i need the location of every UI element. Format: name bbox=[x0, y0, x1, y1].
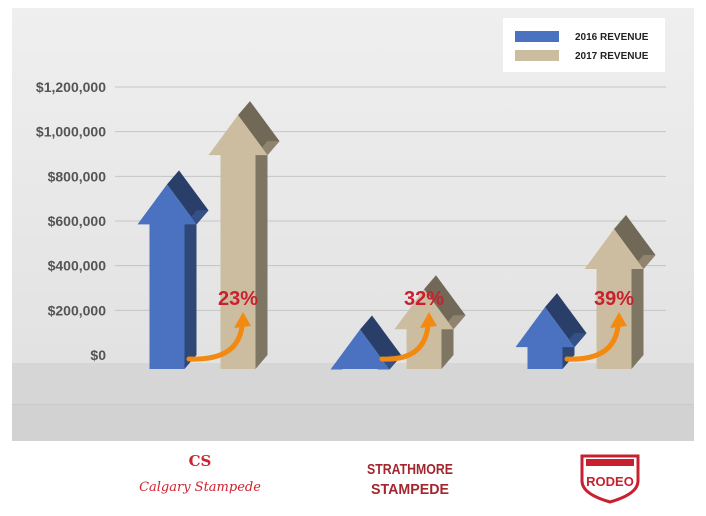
growth-label: 39% bbox=[594, 288, 634, 310]
y-tick-label: $0 bbox=[90, 347, 106, 363]
legend-label-2017: 2017 REVENUE bbox=[575, 51, 649, 62]
bar-arrow-2017-front bbox=[584, 229, 644, 369]
floor-lower bbox=[12, 405, 694, 441]
legend: 2016 REVENUE 2017 REVENUE bbox=[503, 18, 665, 72]
growth-label: 32% bbox=[404, 288, 444, 310]
growth-arrow-icon bbox=[564, 323, 621, 362]
logo-calgary-stampede: CS Calgary Stampede bbox=[139, 452, 261, 495]
logo-calgary-script: Calgary Stampede bbox=[139, 480, 261, 495]
y-axis-ticks: $1,200,000 $1,000,000 $800,000 $600,000 $400… bbox=[36, 79, 106, 363]
legend-swatch-2017 bbox=[515, 50, 559, 61]
y-tick-label: $400,000 bbox=[48, 258, 107, 274]
logo-calgary-monogram: CS bbox=[189, 452, 212, 470]
bar-arrow-2017-side bbox=[631, 255, 644, 369]
grid-lines bbox=[115, 86, 666, 311]
growth-annotations: 23% 32% 39% bbox=[186, 288, 634, 362]
logo-rodeo: RODEO bbox=[580, 454, 640, 504]
bar-arrow-2017 bbox=[208, 101, 280, 369]
y-tick-label: $600,000 bbox=[48, 213, 107, 229]
bar-arrow-2016 bbox=[137, 170, 209, 369]
y-tick-label: $1,200,000 bbox=[36, 79, 106, 95]
y-tick-label: $200,000 bbox=[48, 302, 107, 318]
bar-arrows bbox=[137, 101, 656, 370]
rodeo-banner-shape bbox=[586, 459, 634, 466]
bar-arrow-2016-front bbox=[137, 184, 197, 369]
growth-arrow-icon bbox=[186, 323, 245, 362]
logo-strathmore-line2: STAMPEDE bbox=[371, 481, 449, 498]
logo-band bbox=[12, 441, 694, 508]
growth-arrow-icon bbox=[379, 323, 431, 362]
y-tick-label: $800,000 bbox=[48, 168, 107, 184]
growth-arrowhead-icon bbox=[234, 312, 251, 328]
bar-arrow-2017 bbox=[394, 275, 466, 369]
rodeo-shield-icon bbox=[580, 454, 640, 504]
legend-label-2016: 2016 REVENUE bbox=[575, 32, 649, 43]
logo-rodeo-text: RODEO bbox=[586, 474, 634, 489]
bar-arrow-2016-front bbox=[515, 307, 575, 369]
logo-strathmore-stampede: STRATHMORE STAMPEDE bbox=[367, 461, 453, 498]
logo-strathmore-line1: STRATHMORE bbox=[367, 461, 453, 478]
growth-arrowhead-icon bbox=[420, 312, 437, 328]
bar-arrow-2016-front bbox=[330, 329, 390, 370]
growth-label: 23% bbox=[218, 288, 258, 310]
y-tick-label: $1,000,000 bbox=[36, 124, 106, 140]
bar-arrow-2016-side bbox=[184, 210, 197, 369]
bar-arrow-2017-front bbox=[208, 115, 268, 369]
legend-swatch-2016 bbox=[515, 31, 559, 42]
growth-arrowhead-icon bbox=[610, 312, 627, 328]
floor-band bbox=[12, 363, 694, 405]
bar-arrow-2017 bbox=[584, 215, 656, 369]
legend-box bbox=[503, 18, 665, 72]
bar-arrow-2017-front bbox=[394, 289, 454, 369]
bar-arrow-2017-side bbox=[255, 141, 268, 369]
